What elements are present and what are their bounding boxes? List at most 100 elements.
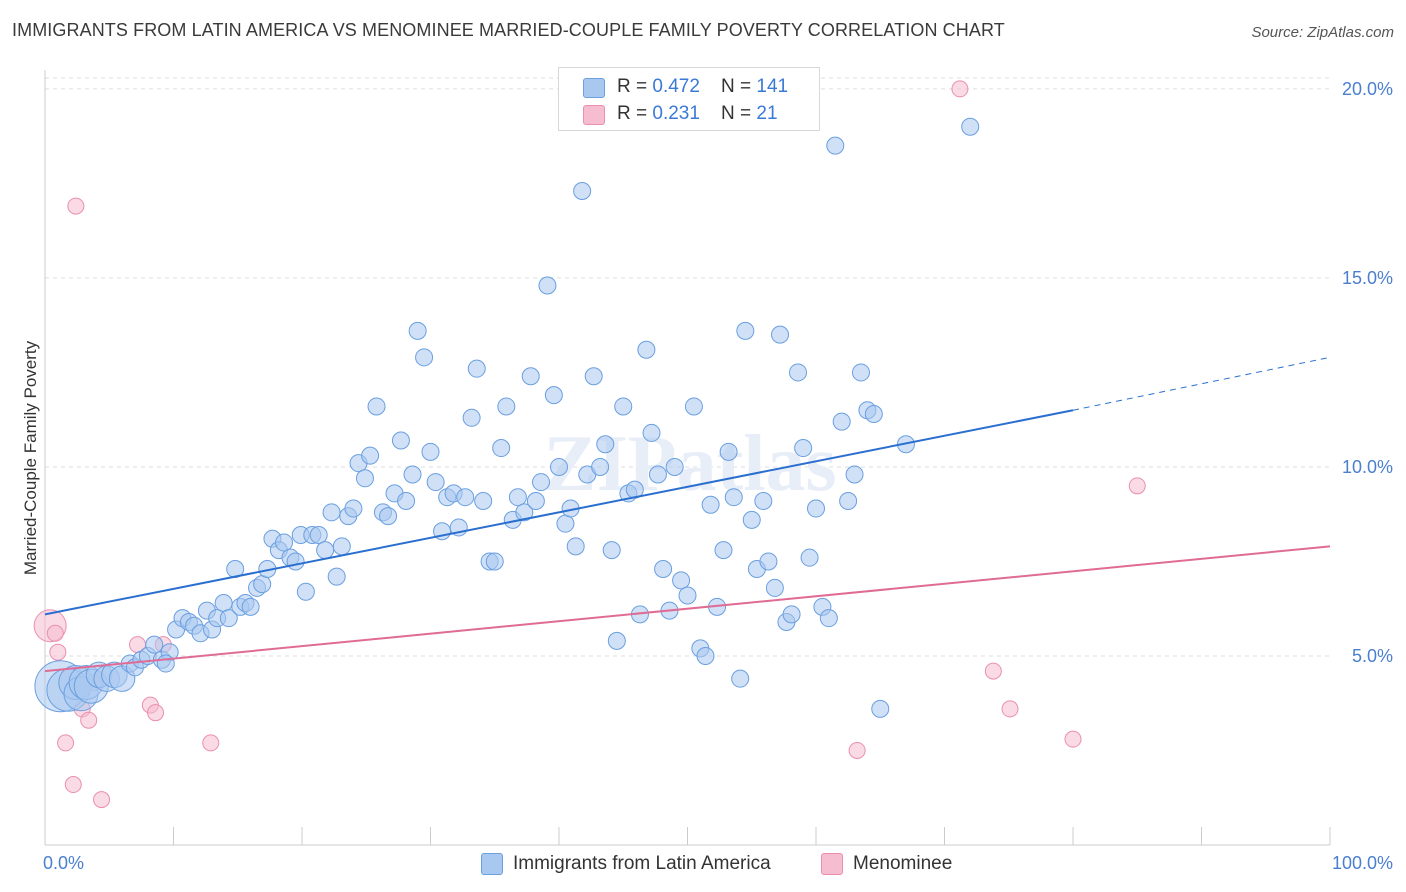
y-tick-labels: 5.0% 10.0% 15.0% 20.0%	[1342, 79, 1393, 666]
y-tick-label: 10.0%	[1342, 457, 1393, 477]
latin-america-point	[714, 541, 733, 560]
latin-america-points	[34, 117, 980, 718]
bottom-legend-swatch-pink	[821, 853, 843, 875]
legend-swatch-pink	[583, 105, 605, 125]
latin-america-point	[614, 397, 633, 416]
latin-america-point	[648, 465, 667, 484]
latin-america-point	[573, 181, 592, 200]
latin-america-point	[538, 276, 557, 295]
latin-america-trend-line	[44, 409, 1074, 616]
legend-n-value-blue: 141	[756, 76, 789, 97]
latin-america-point	[678, 586, 697, 605]
latin-america-point	[327, 567, 346, 586]
latin-america-point	[742, 510, 761, 529]
menominee-point	[1001, 700, 1019, 718]
latin-america-point	[839, 491, 858, 510]
latin-america-point	[826, 136, 845, 155]
menominee-point	[93, 791, 111, 809]
bottom-legend-label-blue: Immigrants from Latin America	[513, 853, 771, 874]
latin-america-point	[241, 597, 260, 616]
legend-n-label: N =	[721, 76, 757, 97]
latin-america-point	[731, 669, 750, 688]
latin-america-point	[832, 412, 851, 431]
latin-america-point	[508, 488, 527, 507]
latin-america-point	[550, 457, 568, 476]
latin-america-point	[819, 609, 838, 628]
latin-america-point	[492, 439, 511, 458]
latin-america-point	[845, 465, 864, 484]
latin-america-point	[719, 442, 738, 461]
latin-america-point	[602, 541, 621, 560]
legend-r-label: R =	[617, 103, 653, 124]
menominee-point	[951, 80, 969, 98]
latin-america-point	[654, 560, 673, 579]
legend-n-value-pink: 21	[756, 103, 778, 124]
latin-america-point	[426, 473, 445, 492]
latin-america-point	[696, 646, 715, 665]
latin-america-point	[462, 408, 481, 427]
latin-america-point	[765, 578, 784, 597]
latin-america-point	[219, 609, 238, 628]
menominee-point	[49, 643, 67, 661]
latin-america-point	[156, 654, 175, 673]
latin-america-point	[526, 491, 545, 510]
legend: R = 0.472 N = 141 R = 0.231 N = 21	[558, 67, 820, 131]
latin-america-point	[309, 526, 328, 544]
legend-r-value-pink: 0.231	[652, 103, 700, 124]
latin-america-point	[800, 548, 819, 567]
y-axis-label: Married-Couple Family Poverty	[21, 340, 40, 575]
latin-america-point	[665, 457, 684, 476]
latin-america-point	[566, 537, 585, 556]
latin-america-point	[474, 491, 493, 510]
menominee-point	[848, 741, 866, 759]
latin-america-point	[467, 359, 486, 378]
y-tick-label: 15.0%	[1342, 268, 1393, 288]
watermark: ZIPatlas	[543, 420, 836, 508]
latin-america-point	[403, 465, 422, 484]
menominee-point	[46, 624, 64, 642]
y-tick-label: 20.0%	[1342, 79, 1393, 99]
latin-america-point	[701, 495, 720, 514]
latin-america-point	[556, 514, 575, 533]
latin-america-point	[864, 405, 883, 424]
menominee-point	[57, 734, 75, 752]
latin-america-point	[782, 605, 801, 624]
latin-america-point	[544, 386, 563, 405]
latin-america-point	[736, 321, 755, 340]
source-note: Source: ZipAtlas.com	[1251, 24, 1394, 41]
latin-america-point	[607, 631, 626, 650]
latin-america-point	[316, 541, 335, 560]
x-tick-label: 100.0%	[1332, 853, 1393, 873]
latin-america-point	[322, 503, 341, 522]
latin-america-point	[642, 423, 661, 442]
menominee-point	[67, 197, 85, 215]
latin-america-point	[672, 571, 691, 590]
x-tick-labels: 0.0% 100.0%	[43, 853, 1393, 873]
latin-america-point	[296, 582, 315, 601]
axes	[44, 70, 1331, 846]
latin-america-trend-extension	[1072, 356, 1331, 411]
legend-r-value-blue: 0.472	[652, 76, 700, 97]
latin-america-point	[275, 533, 294, 552]
latin-america-point	[421, 442, 440, 461]
latin-america-point	[794, 439, 813, 458]
latin-america-point	[515, 503, 534, 522]
latin-america-point	[584, 367, 603, 386]
latin-america-point	[807, 499, 825, 518]
latin-america-point	[145, 635, 164, 654]
latin-america-point	[344, 499, 363, 518]
latin-america-point	[408, 321, 427, 340]
latin-america-point	[379, 507, 398, 526]
latin-america-point	[759, 552, 778, 571]
latin-america-point	[397, 491, 416, 510]
latin-america-point	[521, 367, 540, 386]
x-tick-label: 0.0%	[43, 853, 84, 873]
latin-america-point	[497, 397, 516, 416]
latin-america-point	[214, 594, 233, 613]
legend-r-label: R =	[617, 76, 653, 97]
latin-america-point	[532, 473, 551, 492]
latin-america-point	[361, 446, 380, 465]
bottom-legend-swatch-blue	[481, 853, 503, 875]
menominee-point	[1064, 730, 1082, 748]
